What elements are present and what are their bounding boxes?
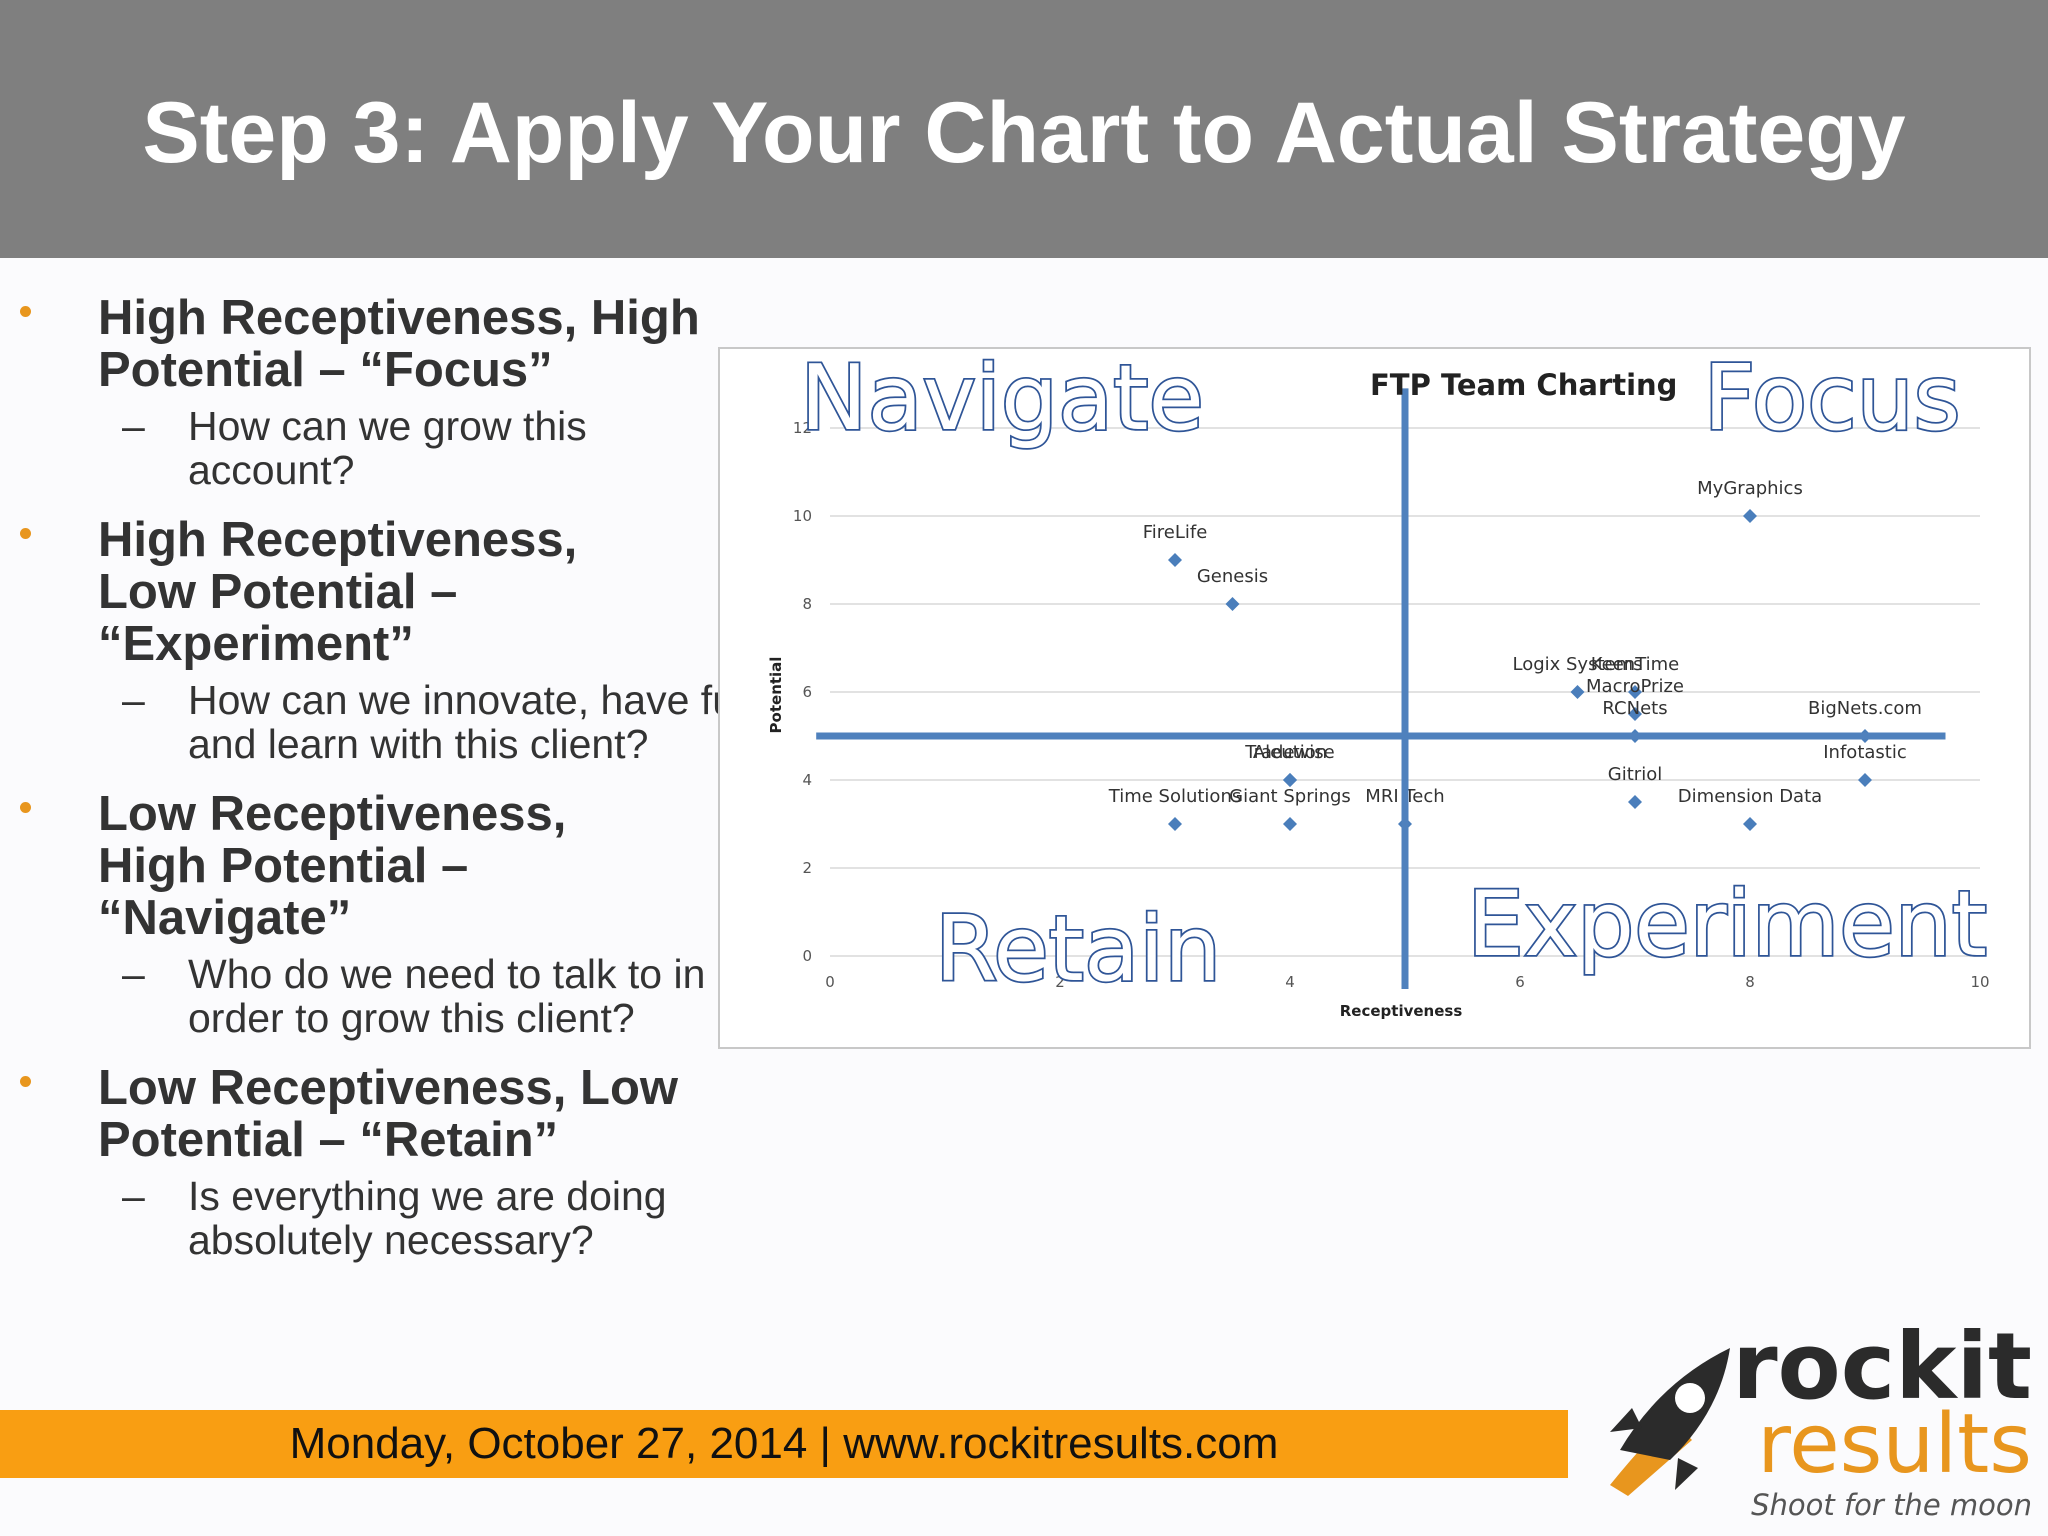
point-label: BigNets.com — [1808, 698, 1922, 719]
data-point — [1858, 773, 1872, 787]
point-label: Aleution — [1253, 742, 1327, 763]
logo-word-rockit: rockit — [1732, 1313, 2032, 1420]
y-tick-label: 2 — [802, 859, 812, 877]
bullet-marker — [20, 306, 31, 317]
logo-word-results: results — [1757, 1397, 2032, 1492]
point-label: FireLife — [1143, 522, 1208, 543]
quadrant-label-retain: Retain — [935, 897, 1221, 1002]
sub-bullet: – Is everything we are doing absolutely … — [20, 1174, 760, 1262]
x-tick-label: 8 — [1745, 973, 1755, 991]
bullet-text: Low Receptiveness, High Potential – “Nav… — [98, 787, 567, 945]
tick-layer: 0 2 4 6 8 10 12 0 2 4 6 8 10 — [793, 419, 1990, 991]
point-label: MyGraphics — [1697, 478, 1803, 499]
quadrant-label-focus: Focus — [1703, 346, 1960, 451]
logo-tagline: Shoot for the moon — [1751, 1488, 2032, 1522]
point-label: Genesis — [1197, 566, 1268, 587]
rocket-icon — [1610, 1348, 1730, 1496]
point-label: MacroPrize — [1586, 676, 1684, 697]
x-tick-label: 6 — [1515, 973, 1525, 991]
x-tick-label: 10 — [1970, 973, 1989, 991]
sub-bullet-text: How can we grow this account? — [188, 403, 587, 493]
footer-text: Monday, October 27, 2014 | www.rockitres… — [289, 1419, 1279, 1468]
point-label: Giant Springs — [1229, 786, 1351, 807]
y-tick-label: 6 — [802, 683, 812, 701]
data-point — [1628, 685, 1642, 699]
x-axis-label: Receptiveness — [1340, 1002, 1463, 1020]
sub-bullet: – Who do we need to talk to in order to … — [20, 952, 760, 1040]
title-bar: Step 3: Apply Your Chart to Actual Strat… — [0, 0, 2048, 258]
sub-bullet-dash: – — [122, 677, 145, 723]
data-point — [1570, 685, 1585, 699]
data-point — [1168, 817, 1182, 831]
point-label: Logix Systems — [1512, 654, 1642, 675]
sub-bullet-dash: – — [122, 951, 145, 997]
sub-bullet: – How can we innovate, have fun, and lea… — [20, 677, 769, 766]
bullet-item: High Receptiveness, High Potential – “Fo… — [20, 292, 760, 396]
bullet-marker — [20, 1076, 31, 1087]
bullet-marker — [20, 802, 31, 813]
slide-title: Step 3: Apply Your Chart to Actual Strat… — [142, 85, 1906, 181]
bullet-item: High Receptiveness, Low Potential – “Exp… — [20, 514, 760, 670]
y-tick-label: 0 — [802, 947, 812, 965]
point-label: Dimension Data — [1678, 786, 1822, 807]
divider-layer — [816, 388, 1946, 989]
chart-title: FTP Team Charting — [1370, 368, 1677, 402]
bullet-list: High Receptiveness, High Potential – “Fo… — [20, 292, 769, 1284]
x-tick-label: 4 — [1285, 973, 1295, 991]
label-layer: FireLife Genesis MyGraphics Logix SystemsKe… — [1108, 478, 1922, 807]
point-label: Tradewise — [1244, 742, 1334, 763]
data-point — [1743, 509, 1757, 523]
data-point — [1283, 817, 1297, 831]
sub-bullet-text: Is everything we are doing absolutely ne… — [188, 1173, 667, 1263]
logo-svg: rockit results Shoot for the moon — [1610, 1313, 2032, 1522]
bullet-marker — [20, 528, 31, 539]
sub-bullet-dash: – — [122, 1173, 145, 1219]
sub-bullet: – How can we grow this account? — [20, 404, 760, 492]
point-label: KeenTime — [1591, 654, 1680, 675]
sub-bullet-text: How can we innovate, have fun, and learn… — [188, 677, 770, 767]
bullet-text: Low Receptiveness, Low Potential – “Reta… — [98, 1061, 678, 1167]
sub-bullet-dash: – — [122, 403, 145, 449]
data-point — [1743, 817, 1757, 831]
data-point — [1225, 597, 1240, 611]
bullet-text: High Receptiveness, High Potential – “Fo… — [98, 291, 700, 397]
quadrant-label-layer: Navigate Focus Retain Experiment — [798, 344, 1988, 1004]
bullet-item: Low Receptiveness, High Potential – “Nav… — [20, 788, 760, 944]
y-tick-label: 10 — [793, 507, 812, 525]
company-logo: rockit results Shoot for the moon — [1580, 1300, 2040, 1530]
footer-bar: Monday, October 27, 2014 | www.rockitres… — [0, 1410, 1568, 1478]
quadrant-label-navigate: Navigate — [800, 346, 1204, 451]
point-label: RCNets — [1602, 698, 1667, 719]
point-label: Time Solutions — [1108, 786, 1241, 807]
y-tick-label: 12 — [793, 419, 812, 437]
y-tick-label: 4 — [802, 771, 812, 789]
data-point — [1628, 707, 1642, 721]
point-label: Infotastic — [1823, 742, 1907, 763]
point-label: Gitriol — [1608, 764, 1662, 785]
scatter-chart: 0 2 4 6 8 10 12 0 2 4 6 8 10 FireLife Genesis MyGraphi… — [718, 344, 2031, 1049]
quadrant-label-experiment: Experiment — [1467, 872, 1987, 977]
y-axis-label: Potential — [767, 657, 785, 734]
bullet-text: High Receptiveness, Low Potential – “Exp… — [98, 513, 578, 671]
x-tick-label: 2 — [1055, 973, 1065, 991]
x-tick-label: 0 — [825, 973, 835, 991]
bullet-item: Low Receptiveness, Low Potential – “Reta… — [20, 1062, 760, 1166]
y-tick-label: 8 — [802, 595, 812, 613]
sub-bullet-text: Who do we need to talk to in order to gr… — [188, 951, 706, 1041]
data-point — [1283, 773, 1297, 787]
chart-svg: 0 2 4 6 8 10 12 0 2 4 6 8 10 FireLife Genesis MyGraphi… — [767, 344, 1990, 1020]
data-point — [1628, 795, 1642, 809]
data-point — [1168, 553, 1182, 567]
